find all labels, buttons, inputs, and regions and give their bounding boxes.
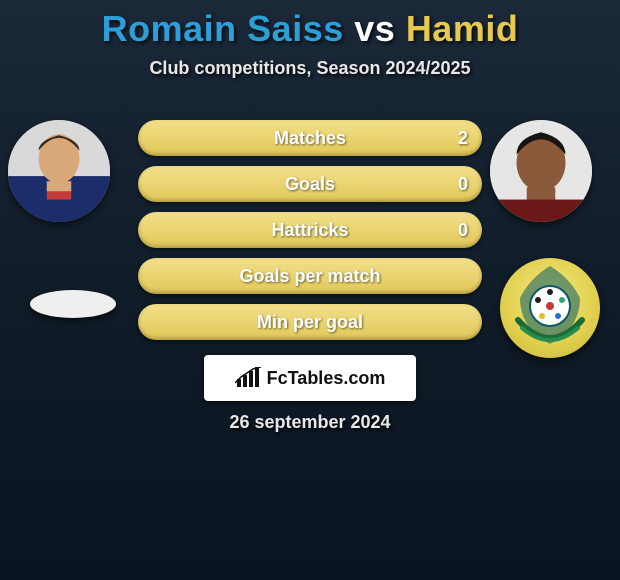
stat-label: Matches: [138, 120, 482, 156]
branding-badge: FcTables.com: [204, 355, 416, 401]
stat-bars: Matches 2 Goals 0 Hattricks 0 Goals per …: [138, 120, 482, 350]
stat-label: Min per goal: [138, 304, 482, 340]
stat-label: Goals per match: [138, 258, 482, 294]
stat-row-hattricks: Hattricks 0: [138, 212, 482, 248]
bar-chart-icon: [235, 367, 261, 389]
club2-logo: [500, 258, 600, 358]
player1-avatar: [8, 120, 110, 222]
player2-name: Hamid: [406, 8, 519, 49]
stat-value: 0: [458, 212, 468, 248]
subtitle: Club competitions, Season 2024/2025: [0, 58, 620, 79]
player1-name: Romain Saiss: [102, 8, 344, 49]
stat-row-gpm: Goals per match: [138, 258, 482, 294]
stat-row-matches: Matches 2: [138, 120, 482, 156]
vs-label: vs: [354, 8, 395, 49]
player2-avatar: [490, 120, 592, 222]
page-title: Romain Saiss vs Hamid: [0, 0, 620, 50]
brand-text: FcTables.com: [267, 368, 386, 389]
stat-label: Hattricks: [138, 212, 482, 248]
date-label: 26 september 2024: [0, 412, 620, 433]
stat-label: Goals: [138, 166, 482, 202]
stat-row-mpg: Min per goal: [138, 304, 482, 340]
stat-row-goals: Goals 0: [138, 166, 482, 202]
stat-value: 2: [458, 120, 468, 156]
stat-value: 0: [458, 166, 468, 202]
club1-logo: [30, 290, 116, 318]
